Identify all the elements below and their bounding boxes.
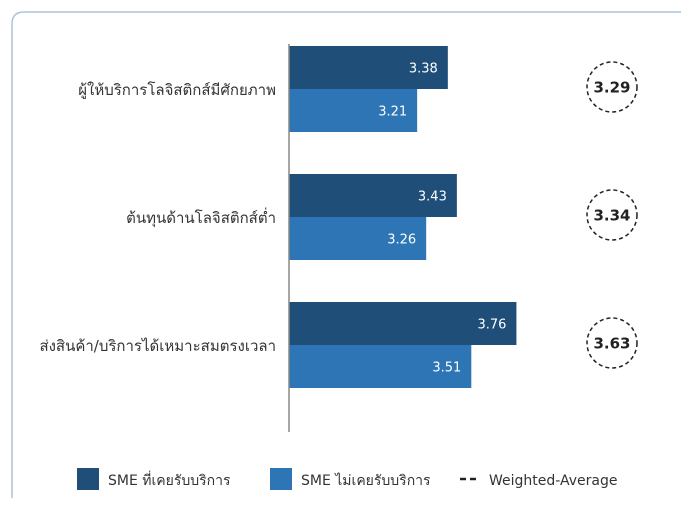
bar-value-label: 3.51 [432, 361, 461, 376]
weighted-average-value: 3.63 [593, 335, 630, 353]
bar-value-label: 3.43 [418, 190, 447, 205]
weighted-average-marker [586, 61, 638, 113]
weighted-average-value: 3.29 [593, 79, 630, 97]
legend-label-series-2: SME ไม่เคยรับบริการ [301, 472, 431, 489]
category-label: ต้นทุนด้านโลจิสติกส์ต่ำ [126, 207, 276, 228]
category-label: ผู้ให้บริการโลจิสติกส์มีศักยภาพ [78, 81, 276, 99]
legend-label-weighted-average: Weighted-Average [489, 473, 618, 489]
bar-series-2-cat-1 [289, 89, 418, 132]
weighted-average-value: 3.34 [593, 207, 630, 225]
bar-series-1-cat-3 [289, 302, 517, 345]
bar-series-2-cat-2 [289, 217, 427, 260]
weighted-average-marker [586, 317, 638, 369]
legend-swatch-series-1 [77, 468, 99, 490]
bar-value-label: 3.76 [477, 318, 506, 333]
legend-swatch-series-2 [270, 468, 292, 490]
bar-series-1-cat-2 [289, 174, 457, 217]
bar-value-label: 3.26 [387, 233, 416, 248]
weighted-average-marker [586, 189, 638, 241]
bar-value-label: 3.21 [378, 105, 407, 120]
category-label: ส่งสินค้า/บริการได้เหมาะสมตรงเวลา [39, 337, 276, 355]
bar-value-label: 3.38 [409, 62, 438, 77]
legend: SME ที่เคยรับบริการ SME ไม่เคยรับบริการ … [77, 468, 618, 490]
bar-series-2-cat-3 [289, 345, 472, 388]
bar-series-1-cat-1 [289, 46, 448, 89]
legend-label-series-1: SME ที่เคยรับบริการ [108, 471, 231, 489]
